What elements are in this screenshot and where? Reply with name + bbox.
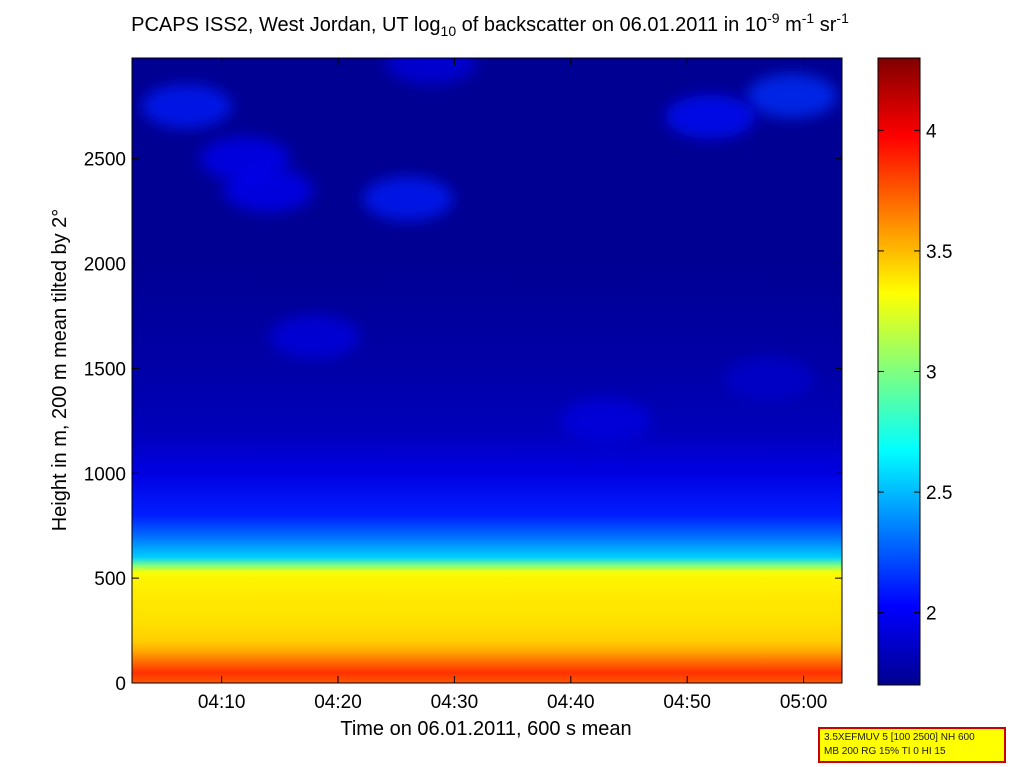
x-tick-label-0: 04:10 [198,692,246,713]
x-tick-label-5: 05:00 [780,692,828,713]
plot-frame [131,57,843,684]
cbar-tick-label-3: 3.5 [926,242,952,263]
x-tick-label-2: 04:30 [431,692,479,713]
info-line-2: MB 200 RG 15% TI 0 HI 15 [824,746,946,757]
heatmap-patch-4 [386,58,477,85]
y-axis-label: Height in m, 200 m mean tilted by 2° [49,209,71,532]
y-tick-label-1500: 1500 [84,359,126,380]
heatmap-patch-3 [362,176,453,221]
info-box: 3.5XEFMUV 5 [100 2500] NH 600 MB 200 RG … [818,727,1006,763]
y-tick-label-2000: 2000 [84,255,126,276]
colorbar-gradient [877,57,921,686]
heatmap-patch-8 [560,398,651,443]
y-tick-label-500: 500 [94,569,126,590]
heatmap-patch-2 [223,168,314,213]
cbar-tick-label-4: 4 [926,121,937,142]
x-tick-label-4: 04:50 [663,692,711,713]
x-axis: 04:10 04:20 04:30 04:40 04:50 05:00 [198,58,828,713]
y-tick-label-2500: 2500 [84,150,126,171]
x-axis-label: Time on 06.01.2011, 600 s mean [340,718,631,740]
chart-title: PCAPS ISS2, West Jordan, UT log10 of bac… [131,10,849,39]
heatmap-patch-0 [141,84,232,129]
colorbar-ticks: 2 2.5 3 3.5 4 [878,121,952,625]
cbar-tick-label-2: 3 [926,363,937,384]
heatmap-patch-5 [747,73,837,118]
cbar-tick-label-0: 2 [926,604,937,625]
heatmap-patch-9 [723,356,814,401]
info-line-1: 3.5XEFMUV 5 [100 2500] NH 600 [824,732,975,743]
heatmap-patches [141,58,837,443]
y-axis: 0 500 1000 1500 2000 2500 [84,150,842,695]
x-tick-label-3: 04:40 [547,692,595,713]
heatmap-patch-6 [665,94,756,139]
colorbar: 2 2.5 3 3.5 4 [877,57,952,686]
y-tick-label-0: 0 [115,674,126,695]
x-tick-label-1: 04:20 [314,692,362,713]
heatmap-patch-7 [269,314,360,359]
y-tick-label-1000: 1000 [84,464,126,485]
heatmap-area [131,57,843,684]
cbar-tick-label-1: 2.5 [926,483,952,504]
